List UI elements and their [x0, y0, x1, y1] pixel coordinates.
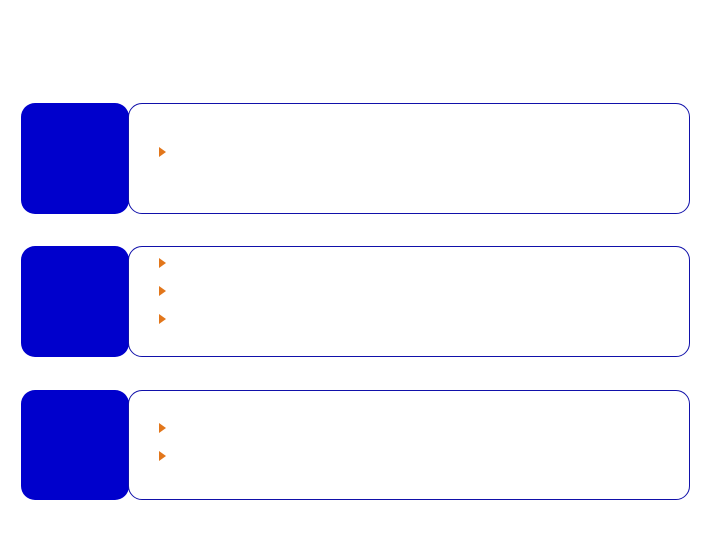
bullet-item[interactable]	[159, 421, 677, 435]
triangle-right-bullet-icon	[159, 258, 166, 268]
triangle-right-bullet-icon	[159, 147, 166, 157]
panel-accent-block-1	[21, 103, 129, 214]
bullet-list-1	[129, 104, 689, 213]
triangle-right-bullet-icon	[159, 286, 166, 296]
bullet-item[interactable]	[159, 256, 677, 270]
content-panel-3[interactable]	[21, 390, 690, 500]
bullet-item[interactable]	[159, 284, 677, 298]
panel-content-box-3[interactable]	[128, 390, 690, 500]
content-panel-1[interactable]	[21, 103, 690, 214]
panel-content-box-1[interactable]	[128, 103, 690, 214]
triangle-right-bullet-icon	[159, 451, 166, 461]
bullet-item[interactable]	[159, 312, 677, 326]
bullet-list-3	[129, 391, 689, 499]
triangle-right-bullet-icon	[159, 314, 166, 324]
bullet-list-2	[129, 247, 689, 356]
panel-content-box-2[interactable]	[128, 246, 690, 357]
panel-accent-block-3	[21, 390, 129, 500]
panel-accent-block-2	[21, 246, 129, 357]
bullet-item[interactable]	[159, 449, 677, 463]
content-panel-2[interactable]	[21, 246, 690, 357]
bullet-item[interactable]	[159, 145, 677, 159]
triangle-right-bullet-icon	[159, 423, 166, 433]
